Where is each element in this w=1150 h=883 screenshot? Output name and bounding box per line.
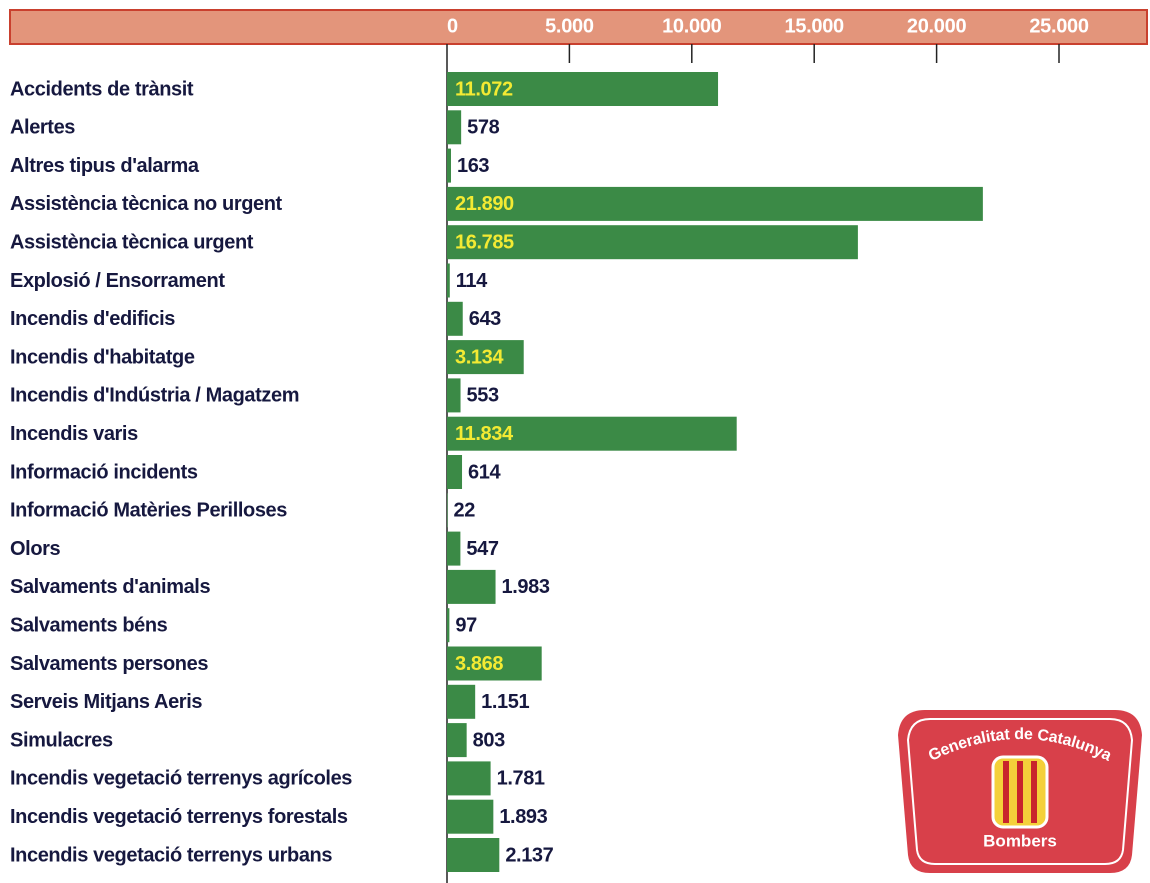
value-label: 16.785 — [455, 231, 514, 253]
bar — [447, 455, 463, 489]
x-tick-label: 25.000 — [1029, 15, 1089, 37]
value-label: 11.834 — [455, 423, 514, 445]
y-tick-label: Altres tipus d'alarma — [10, 155, 200, 177]
logo-stripe — [1017, 761, 1023, 823]
bar — [447, 416, 737, 451]
y-tick-label: Incendis d'Indústria / Magatzem — [10, 385, 299, 407]
y-tick-label: Olors — [10, 538, 61, 560]
bar — [447, 301, 463, 336]
y-tick-label: Incendis d'habitatge — [10, 346, 195, 368]
bar — [447, 761, 491, 796]
bar — [447, 684, 476, 719]
y-tick-label: Assistència tècnica no urgent — [10, 193, 283, 215]
y-tick-label: Salvaments béns — [10, 614, 168, 636]
value-label: 578 — [467, 117, 499, 139]
y-tick-label: Incendis d'edificis — [10, 308, 175, 330]
y-tick-label: Informació Matèries Perilloses — [10, 500, 287, 522]
value-label: 547 — [466, 538, 498, 560]
logo-border — [906, 718, 1134, 865]
y-tick-label: Accidents de trànsit — [10, 78, 194, 100]
bar — [447, 72, 719, 106]
value-label: 1.983 — [502, 576, 550, 598]
value-label: 114 — [456, 270, 488, 292]
x-tick-label: 0 — [447, 15, 458, 37]
x-tick-label: 15.000 — [785, 15, 845, 37]
y-tick-label: Explosió / Ensorrament — [10, 270, 225, 292]
value-label: 3.134 — [455, 346, 504, 368]
bar — [447, 799, 494, 834]
value-label: 21.890 — [455, 193, 514, 215]
y-tick-label: Salvaments d'animals — [10, 576, 210, 598]
x-tick-label: 10.000 — [662, 15, 722, 37]
bar — [447, 225, 858, 260]
y-tick-label: Incendis vegetació terrenys urbans — [10, 844, 332, 866]
value-label: 11.072 — [455, 78, 513, 100]
logo-stripe — [1003, 761, 1009, 823]
value-label: 1.151 — [481, 691, 529, 713]
bar — [447, 531, 461, 566]
y-tick-label: Incendis varis — [10, 423, 138, 445]
logo: Generalitat de Catalunya Bombers — [898, 710, 1142, 873]
value-label: 97 — [455, 614, 477, 636]
bar — [447, 148, 451, 183]
y-tick-label: Incendis vegetació terrenys forestals — [10, 806, 348, 828]
bar — [447, 646, 542, 681]
bar — [447, 608, 450, 643]
bar — [447, 263, 450, 298]
bar — [447, 493, 448, 528]
value-label: 163 — [457, 155, 489, 177]
x-tick-label: 5.000 — [545, 15, 594, 37]
bar — [447, 569, 496, 604]
y-tick-label: Simulacres — [10, 729, 113, 751]
bar — [447, 110, 462, 145]
bar — [447, 186, 983, 221]
value-label: 643 — [469, 308, 501, 330]
value-label: 553 — [467, 385, 499, 407]
value-label: 3.868 — [455, 653, 503, 675]
logo-subtitle: Bombers — [983, 831, 1057, 850]
y-tick-label: Informació incidents — [10, 461, 198, 483]
bar — [447, 723, 467, 758]
bar — [447, 378, 461, 413]
y-tick-label: Assistència tècnica urgent — [10, 231, 254, 253]
bar — [447, 340, 524, 375]
value-label: 1.893 — [499, 806, 547, 828]
bar — [447, 838, 500, 872]
axis-header — [9, 9, 1148, 45]
value-label: 22 — [454, 500, 476, 522]
value-label: 2.137 — [505, 844, 553, 866]
x-tick-label: 20.000 — [907, 15, 967, 37]
logo-stripe — [1031, 761, 1037, 823]
y-tick-label: Alertes — [10, 117, 75, 139]
value-label: 1.781 — [497, 768, 545, 790]
y-tick-label: Serveis Mitjans Aeris — [10, 691, 202, 713]
y-tick-label: Incendis vegetació terrenys agrícoles — [10, 768, 352, 790]
y-tick-label: Salvaments persones — [10, 653, 208, 675]
value-label: 803 — [473, 729, 505, 751]
value-label: 614 — [468, 461, 501, 483]
